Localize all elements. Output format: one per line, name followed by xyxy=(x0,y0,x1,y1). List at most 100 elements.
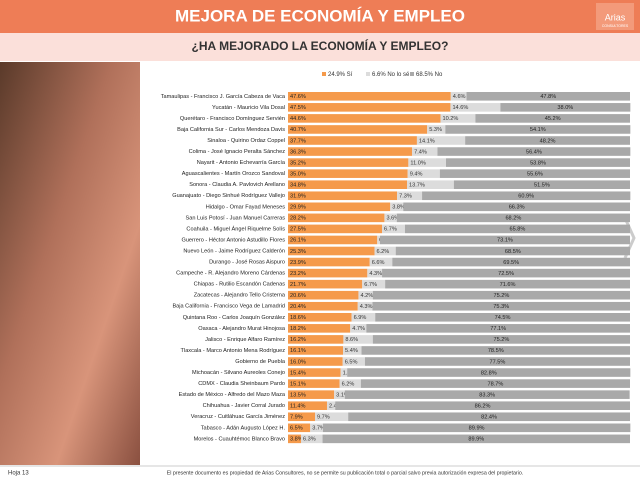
bar-segment xyxy=(475,114,630,123)
value-label: 16.2% xyxy=(290,337,306,343)
y-tick-label: Estado de México - Alfredo del Mazo Maza xyxy=(179,392,286,398)
value-label: 34.8% xyxy=(290,182,306,188)
y-tick-label: Colima - José Ignacio Peralta Sánchez xyxy=(189,149,286,155)
y-tick-label: Tlaxcala - Marco Antonio Mena Rodríguez xyxy=(181,348,286,354)
bar-segment xyxy=(288,147,413,156)
bar-segment xyxy=(407,180,454,189)
value-label: 83.3% xyxy=(479,392,495,398)
y-tick-label: CDMX - Claudia Sheinbaum Pardo xyxy=(198,381,285,387)
bar-segment xyxy=(288,136,417,145)
value-label: 26.1% xyxy=(290,238,306,244)
value-label: 75.2% xyxy=(493,337,509,343)
bar-segment xyxy=(367,268,383,278)
value-label: 66.3% xyxy=(509,205,525,211)
bar-segment xyxy=(465,136,630,145)
value-label: 40.7% xyxy=(290,127,306,133)
value-label: 6.7% xyxy=(364,282,377,288)
value-label: 7.9% xyxy=(290,415,303,421)
value-label: 54.1% xyxy=(530,127,546,133)
y-tick-label: Sinaloa - Quirino Ordaz Coppel xyxy=(207,138,285,144)
bar-segment xyxy=(342,357,365,366)
bar-segment xyxy=(392,257,630,267)
bar-segment xyxy=(440,114,476,123)
bar-segment xyxy=(372,335,630,344)
value-label: 71.6% xyxy=(500,282,516,288)
bar-segment xyxy=(310,423,323,433)
value-label: 4.6% xyxy=(453,94,466,100)
bar-segment xyxy=(412,147,438,156)
bar-segment xyxy=(358,290,373,300)
bar-segment xyxy=(348,412,630,422)
legend-swatch xyxy=(410,72,414,76)
bar-segment xyxy=(288,213,385,223)
value-label: 4.7% xyxy=(352,326,365,332)
value-label: 45.2% xyxy=(545,116,561,122)
bar-segment xyxy=(372,301,630,311)
chart: 24.9% Sí 6.6% No lo sé 68.5% No Tamaulipas … xyxy=(161,72,631,444)
legend-label: 6.6% No lo sé xyxy=(372,72,410,78)
bar-segment xyxy=(339,379,361,388)
bar-segment xyxy=(300,434,323,444)
value-label: 20.4% xyxy=(290,304,306,310)
bar-segment xyxy=(288,257,370,267)
value-label: 6.6% xyxy=(372,260,385,266)
logo-box xyxy=(596,3,634,30)
value-label: 36.3% xyxy=(290,149,306,155)
y-tick-label: Veracruz - Cuitláhuac García Jiménez xyxy=(191,414,285,420)
value-label: 18.6% xyxy=(290,315,306,321)
value-label: 60.9% xyxy=(518,194,534,200)
bar-segment xyxy=(347,368,631,377)
page-number: Hoja 13 xyxy=(8,471,29,477)
bar-segment xyxy=(288,180,408,189)
bar-segment xyxy=(377,235,380,245)
value-label: 6.3% xyxy=(303,437,316,443)
value-label: 6.2% xyxy=(377,249,390,255)
bar-segment xyxy=(288,346,344,355)
bar-segment xyxy=(395,246,630,256)
value-label: 35.0% xyxy=(290,171,306,177)
value-label: 6.5% xyxy=(345,359,358,365)
value-label: 86.2% xyxy=(475,403,491,409)
bar-segment xyxy=(382,224,405,234)
y-tick-label: Oaxaca - Alejandro Murat Hinojosa xyxy=(198,326,286,332)
value-label: 5.3% xyxy=(429,127,442,133)
value-label: 89.9% xyxy=(469,426,485,432)
value-label: 29.9% xyxy=(290,205,306,211)
bar-segment xyxy=(288,335,344,344)
value-label: 4.3% xyxy=(369,271,382,277)
value-label: 18.2% xyxy=(290,326,306,332)
bar-segment xyxy=(288,434,301,444)
legend-label: 24.9% Sí xyxy=(328,72,353,78)
bar-segment xyxy=(439,169,630,178)
y-tick-label: Chiapas - Rutilio Escandón Cadenas xyxy=(194,282,286,288)
value-label: 38.0% xyxy=(557,105,573,111)
value-label: 8.6% xyxy=(345,337,358,343)
bar-segment xyxy=(288,114,441,123)
bar-segment xyxy=(427,125,446,134)
value-label: 44.6% xyxy=(290,116,306,122)
bar-segment xyxy=(288,290,359,300)
bar-segment xyxy=(360,379,630,388)
bar-segment xyxy=(288,368,341,377)
value-label: 9.7% xyxy=(317,415,330,421)
value-label: 13.5% xyxy=(290,392,306,398)
value-label: 9.4% xyxy=(410,171,423,177)
y-tick-label: Sonora - Claudia A. Pavlovich Arellano xyxy=(189,182,285,188)
header-bar xyxy=(0,0,640,33)
y-tick-label: Baja California Sur - Carlos Mendoza Dav… xyxy=(177,127,285,133)
bar-segment xyxy=(288,92,451,101)
bar-segment xyxy=(357,301,373,311)
value-label: 78.5% xyxy=(488,348,504,354)
page-title: MEJORA DE ECONOMÍA Y EMPLEO xyxy=(175,6,465,25)
bar-segment xyxy=(334,390,345,399)
value-label: 78.7% xyxy=(487,381,503,387)
value-label: 69.5% xyxy=(503,260,519,266)
bar-segment xyxy=(366,324,630,333)
value-label: 23.2% xyxy=(290,271,306,277)
bar-segment xyxy=(372,290,630,300)
value-label: 48.2% xyxy=(540,138,556,144)
bar-segment xyxy=(343,335,373,344)
bar-segment xyxy=(288,224,383,234)
bar-segment xyxy=(288,202,391,212)
